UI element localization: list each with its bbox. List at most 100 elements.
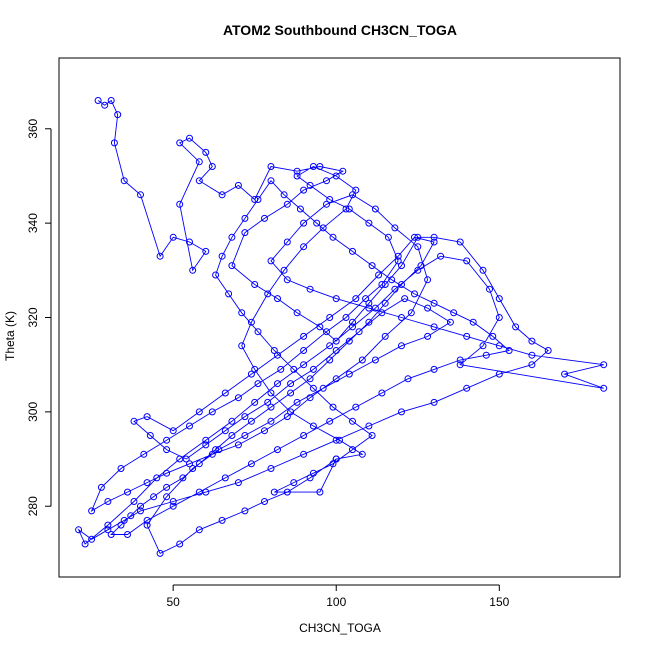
data-point — [404, 375, 412, 383]
data-point — [345, 205, 353, 213]
data-point — [561, 370, 569, 378]
data-point — [378, 281, 386, 288]
data-point — [267, 257, 275, 265]
data-point — [247, 460, 255, 468]
data-point — [228, 432, 236, 439]
data-point — [398, 281, 405, 288]
data-point — [306, 285, 314, 293]
data-point — [394, 252, 402, 260]
data-point — [163, 469, 171, 477]
data-point — [371, 205, 379, 213]
data-point — [104, 521, 112, 529]
data-point — [300, 432, 308, 439]
data-point — [430, 299, 438, 307]
data-point — [114, 111, 122, 119]
data-point — [424, 332, 432, 340]
data-point — [398, 408, 405, 416]
data-point — [120, 516, 128, 524]
data-point — [309, 163, 317, 170]
data-point — [202, 148, 210, 156]
data-point — [163, 483, 171, 491]
data-point — [88, 535, 96, 543]
data-point — [456, 238, 464, 246]
data-point — [218, 191, 226, 199]
data-point — [234, 181, 242, 189]
data-point — [512, 323, 520, 331]
data-point — [306, 375, 314, 383]
data-point — [143, 413, 151, 421]
data-point — [437, 252, 445, 260]
data-point — [247, 318, 255, 326]
data-point — [169, 502, 177, 510]
data-point — [270, 347, 278, 354]
data-point — [358, 450, 366, 458]
data-point — [88, 507, 96, 515]
data-point — [414, 243, 422, 251]
data-point — [316, 323, 324, 331]
data-point — [309, 384, 317, 392]
data-point — [345, 337, 353, 345]
data-point — [430, 365, 438, 373]
data-point — [254, 328, 262, 336]
data-point — [287, 408, 295, 416]
data-point — [411, 290, 418, 298]
data-point — [251, 196, 259, 203]
data-point — [186, 238, 193, 246]
data-point — [296, 205, 304, 213]
data-point — [300, 219, 308, 227]
x-tick-label: 100 — [326, 595, 346, 609]
data-point — [143, 479, 151, 487]
data-point — [283, 276, 291, 284]
data-point — [94, 97, 102, 104]
data-point — [208, 163, 216, 170]
data-point — [306, 394, 314, 402]
data-point — [417, 262, 425, 270]
data-point — [365, 299, 373, 307]
y-tick-label: 340 — [26, 213, 40, 233]
data-point — [117, 465, 125, 472]
data-point — [169, 427, 177, 435]
data-point — [280, 266, 288, 274]
data-point — [482, 351, 490, 359]
data-point — [342, 314, 350, 321]
data-point — [202, 247, 210, 255]
data-point — [463, 257, 471, 265]
data-point — [179, 474, 187, 482]
data-point — [186, 134, 193, 142]
data-point — [329, 403, 337, 411]
data-point — [430, 398, 438, 406]
y-tick-label: 320 — [26, 307, 40, 327]
data-point — [352, 186, 360, 194]
data-point — [430, 323, 438, 331]
data-point — [208, 408, 216, 416]
y-tick-label: 280 — [26, 496, 40, 516]
data-point — [238, 342, 246, 350]
data-point — [528, 337, 536, 345]
data-point — [349, 191, 356, 199]
data-point — [293, 167, 301, 175]
data-point — [97, 483, 105, 491]
data-point — [267, 163, 275, 170]
data-point — [336, 436, 343, 444]
data-point — [267, 403, 275, 411]
data-point — [398, 342, 405, 350]
data-point — [156, 549, 164, 557]
data-point — [306, 181, 314, 189]
data-point — [150, 493, 158, 501]
data-point — [212, 271, 220, 279]
data-point — [309, 469, 317, 477]
data-point — [169, 233, 177, 241]
data-point — [218, 516, 226, 524]
data-point — [456, 361, 464, 369]
data-point — [463, 384, 471, 392]
data-point — [283, 200, 291, 208]
y-tick-label: 300 — [26, 402, 40, 422]
plot-area — [75, 97, 608, 557]
data-point — [195, 526, 203, 534]
data-point — [287, 389, 295, 397]
data-point — [267, 177, 275, 185]
data-point — [254, 380, 262, 388]
data-point — [261, 427, 268, 435]
data-point — [176, 200, 184, 208]
data-point — [212, 446, 220, 454]
